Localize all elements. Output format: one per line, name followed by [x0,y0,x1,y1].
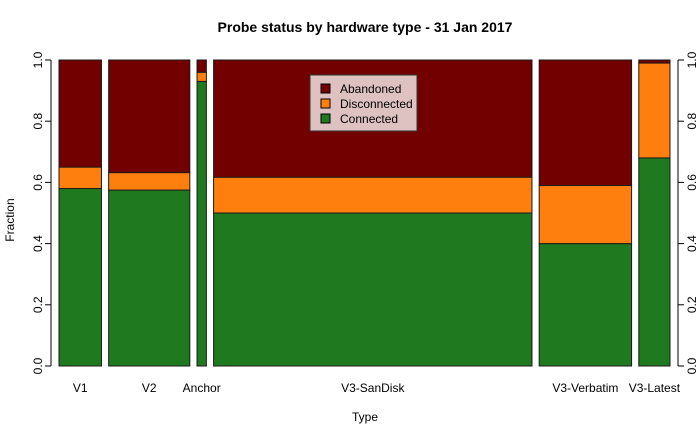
y-tick-label-left: 1.0 [31,51,45,68]
legend-swatch-disconnected [320,98,331,109]
bar-segment-abandoned [108,59,191,174]
x-category-label: V3-SanDisk [341,381,405,395]
y-tick-label-left: 0.6 [31,174,45,191]
legend-swatch-abandoned [320,83,331,94]
bar-segment-connected [538,243,633,367]
bar-segment-abandoned [196,59,207,73]
bar-segment-abandoned [538,59,633,186]
x-category-label: V2 [142,381,157,395]
y-tick-label-left: 0.0 [31,357,45,374]
bar-segment-connected [638,157,671,367]
x-category-label: Anchor [183,381,221,395]
legend-label: Disconnected [340,97,413,111]
bar-segment-disconnected [108,172,191,191]
chart-title: Probe status by hardware type - 31 Jan 2… [217,19,513,35]
bar-segment-connected [196,80,207,367]
y-tick-label-right: 0.4 [685,235,699,252]
legend-label: Abandoned [340,82,401,96]
bar-segment-abandoned [58,59,102,168]
y-tick-label-right: 0.6 [685,174,699,191]
y-tick-label-right: 0.0 [685,357,699,374]
bar-segment-connected [58,188,102,367]
legend-label: Connected [340,112,398,126]
bar-segment-disconnected [58,166,102,190]
y-tick-label-left: 0.8 [31,113,45,130]
x-category-label: V3-Latest [629,381,681,395]
bar-segment-abandoned [638,59,671,64]
x-axis-label: Type [351,410,378,424]
y-tick-label-right: 1.0 [685,51,699,68]
y-tick-label-left: 0.4 [31,235,45,252]
bar-segment-disconnected [538,184,633,245]
bar-segment-disconnected [638,62,671,159]
y-tick-label-right: 0.2 [685,296,699,313]
bar-segment-connected [108,189,191,367]
y-tick-label-right: 0.8 [685,113,699,130]
legend-swatch-connected [320,113,331,124]
bar-segment-connected [213,212,533,367]
y-tick-label-left: 0.2 [31,296,45,313]
bar-segment-disconnected [213,176,533,214]
x-category-label: V1 [73,381,88,395]
bar-segment-disconnected [196,71,207,82]
x-category-label: V3-Verbatim [552,381,618,395]
